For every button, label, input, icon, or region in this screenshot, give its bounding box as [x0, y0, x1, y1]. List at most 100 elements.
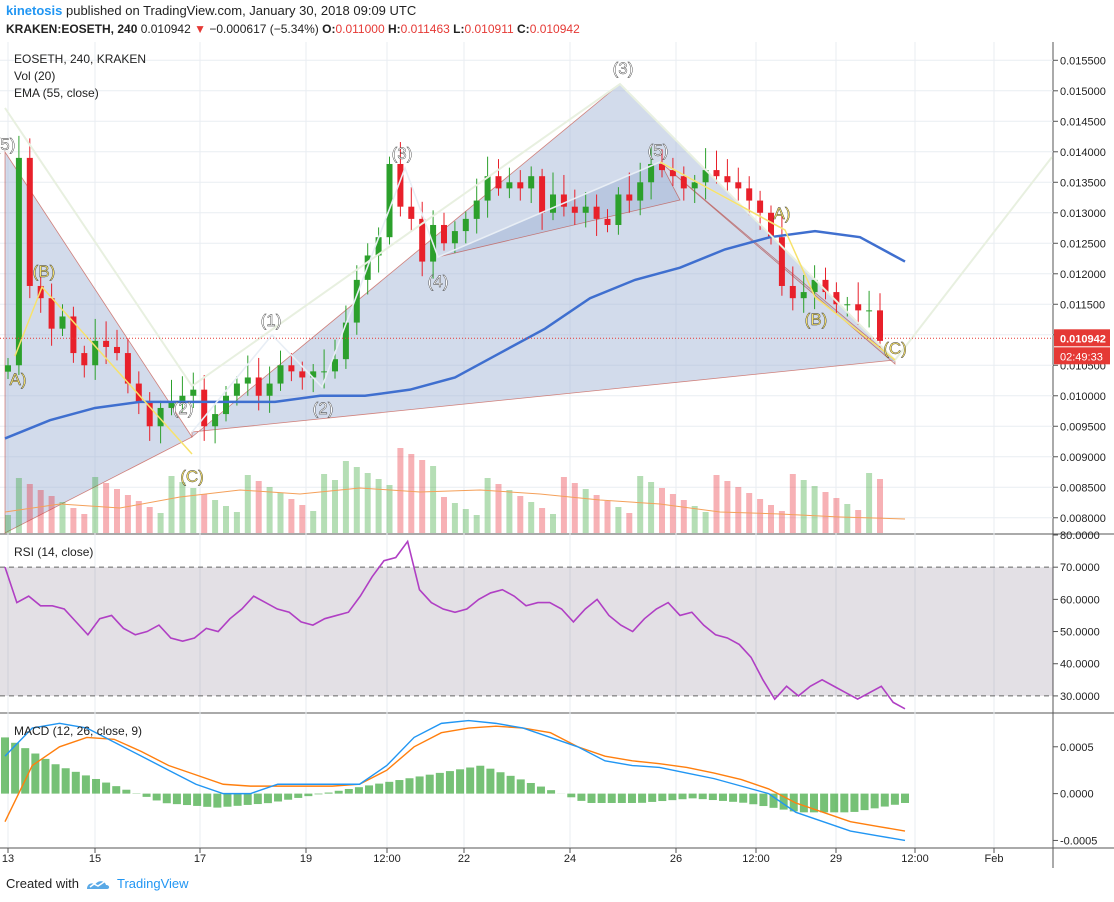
- volume-bar: [877, 479, 883, 533]
- macd-histogram-bar: [627, 793, 636, 803]
- volume-bar: [637, 476, 644, 533]
- volume-bar: [528, 502, 535, 533]
- volume-bar: [560, 477, 567, 533]
- low-value: 0.010911: [464, 22, 514, 36]
- volume-bar: [768, 505, 774, 533]
- volume-bar: [702, 512, 709, 533]
- rsi-band-fill: [0, 567, 1053, 696]
- macd-histogram-bar: [152, 793, 161, 801]
- volume-bar: [70, 508, 77, 533]
- macd-histogram-bar: [587, 793, 596, 803]
- candle-body: [223, 395, 229, 415]
- candle-body: [146, 401, 153, 427]
- candle-body: [866, 310, 873, 312]
- volume-bar: [179, 482, 186, 533]
- volume-bar: [310, 511, 317, 533]
- volume-bar: [539, 508, 546, 533]
- close-value: 0.010942: [529, 22, 580, 36]
- candle-body: [92, 340, 99, 366]
- macd-histogram-bar: [567, 793, 576, 798]
- chart-area[interactable]: 0.015500 0.015000 0.014500 0.014000 0.013500…: [0, 42, 1114, 868]
- candle-body: [659, 163, 665, 171]
- macd-histogram-bar: [122, 789, 131, 794]
- macd-histogram-bar: [203, 793, 212, 807]
- macd-histogram-bar: [850, 793, 859, 812]
- candle-body: [604, 218, 611, 225]
- volume-bar: [332, 480, 338, 533]
- candle-body: [855, 304, 862, 311]
- candle-body: [15, 157, 22, 366]
- candle-body: [451, 231, 458, 244]
- legend-volume: Vol (20): [14, 69, 56, 83]
- candle-body: [571, 206, 578, 213]
- macd-histogram-bar: [71, 771, 80, 794]
- candle-body: [702, 170, 709, 183]
- volume-bar: [353, 467, 360, 533]
- time-tick-label: Feb: [985, 853, 1004, 865]
- published-info: published on TradingView.com, January 30…: [65, 3, 417, 18]
- volume-bar: [430, 466, 437, 533]
- volume-bar: [5, 515, 11, 533]
- volume-bar: [833, 498, 840, 533]
- volume-bar: [157, 513, 164, 533]
- volume-bar: [778, 511, 785, 533]
- macd-histogram-bar: [526, 782, 535, 794]
- price-tick-label: 0.009500: [1060, 421, 1106, 433]
- candle-body: [637, 182, 644, 201]
- candle-body: [593, 206, 600, 219]
- macd-histogram-bar: [536, 786, 545, 794]
- candle-body: [615, 194, 622, 225]
- macd-histogram-bar: [183, 793, 192, 806]
- volume-bar: [757, 499, 764, 533]
- wave-label: (C): [883, 339, 907, 358]
- last-price: 0.010942: [140, 22, 191, 36]
- macd-histogram-bar: [739, 793, 748, 803]
- volume-bar: [735, 487, 742, 533]
- candle-body: [550, 194, 556, 213]
- wave-label: (3): [392, 144, 413, 163]
- candle-body: [168, 401, 175, 408]
- volume-bar: [103, 483, 110, 533]
- candle-body: [5, 365, 11, 372]
- candle-body: [124, 353, 131, 384]
- tradingview-brand-link[interactable]: TradingView: [116, 876, 189, 891]
- volume-bar: [342, 461, 349, 533]
- volume-bar: [114, 489, 120, 533]
- macd-histogram-bar: [729, 793, 738, 802]
- countdown-tag-bg: [1054, 347, 1110, 365]
- macd-histogram-bar: [840, 793, 849, 813]
- macd-histogram-bar: [112, 786, 121, 794]
- wave-label: (5): [648, 141, 669, 160]
- close-label: C:: [517, 22, 530, 36]
- volume-bar: [375, 479, 382, 533]
- candle-body: [800, 292, 807, 299]
- macd-histogram-bar: [253, 793, 262, 805]
- volume-bar: [713, 475, 720, 533]
- macd-histogram-bar: [698, 793, 707, 800]
- candle-body: [408, 206, 415, 219]
- macd-histogram-bar: [334, 790, 343, 794]
- candle-body: [680, 176, 687, 189]
- volume-bar: [571, 483, 578, 533]
- macd-histogram-bar: [678, 793, 687, 800]
- macd-histogram-bar: [860, 793, 869, 811]
- volume-bar: [473, 515, 480, 533]
- macd-histogram-bar: [890, 793, 899, 805]
- chart-svg[interactable]: 0.015500 0.015000 0.014500 0.014000 0.013500…: [0, 42, 1114, 868]
- candle-body: [244, 377, 251, 384]
- tradingview-logo-icon: [86, 880, 110, 889]
- candle-body: [255, 377, 262, 396]
- candle-body: [70, 316, 77, 354]
- macd-histogram-bar: [668, 793, 677, 801]
- macd-histogram-bar: [11, 742, 20, 794]
- change-value: −0.000617 (−5.34%): [209, 22, 319, 36]
- candle-body: [212, 414, 219, 427]
- author-link[interactable]: kinetosis: [6, 3, 63, 18]
- macd-histogram-bar: [516, 779, 525, 794]
- macd-histogram-bar: [506, 775, 515, 794]
- candle-body: [59, 316, 66, 329]
- macd-histogram-bar: [425, 774, 434, 794]
- volume-bar: [604, 501, 611, 533]
- macd-histogram-bar: [51, 764, 60, 794]
- publish-header: kinetosis published on TradingView.com, …: [6, 3, 416, 18]
